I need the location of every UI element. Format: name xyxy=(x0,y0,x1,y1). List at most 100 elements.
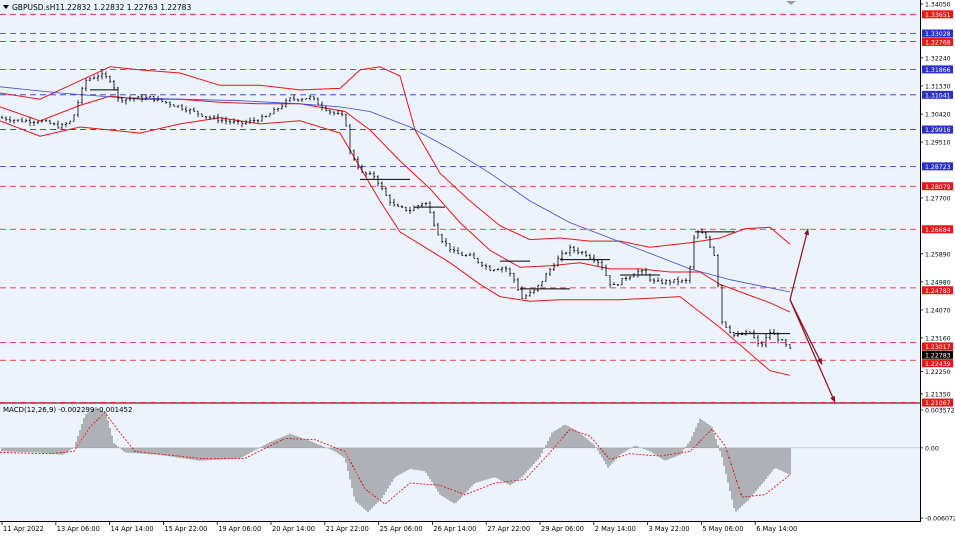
candle-36 xyxy=(144,94,148,101)
price-label-2: 1.33028 xyxy=(922,29,953,38)
scroll-marker-icon xyxy=(786,1,796,5)
candle-87 xyxy=(348,123,352,155)
candle-145 xyxy=(580,250,584,255)
candle-90 xyxy=(360,164,364,174)
candle-197 xyxy=(788,344,792,349)
projection-arrow-2[interactable] xyxy=(789,299,836,403)
candle-61 xyxy=(244,119,248,126)
candle-181 xyxy=(724,321,728,328)
candle-147 xyxy=(588,253,592,259)
svg-text:21 Apr 22:00: 21 Apr 22:00 xyxy=(326,525,369,533)
candle-77 xyxy=(308,95,312,101)
candle-39 xyxy=(156,95,160,101)
candle-58 xyxy=(232,118,236,125)
candle-74 xyxy=(296,98,300,102)
candle-179 xyxy=(716,254,720,288)
svg-text:0.00: 0.00 xyxy=(925,445,939,452)
candle-136 xyxy=(544,272,548,282)
candle-30 xyxy=(120,96,124,103)
price-label-10: 1.29510 xyxy=(920,140,951,147)
time-tick-4: 19 Apr 06:00 xyxy=(216,521,261,533)
candle-160 xyxy=(640,269,644,275)
svg-text:6 May 14:00: 6 May 14:00 xyxy=(756,525,797,533)
candle-171 xyxy=(684,278,688,284)
candle-44 xyxy=(176,105,180,108)
candle-19 xyxy=(76,100,80,118)
candle-109 xyxy=(436,222,440,236)
svg-text:5 May 06:00: 5 May 06:00 xyxy=(702,525,743,533)
candle-53 xyxy=(212,115,216,120)
svg-text:1.33028: 1.33028 xyxy=(925,31,951,38)
candle-134 xyxy=(536,284,540,292)
svg-text:1.22250: 1.22250 xyxy=(925,369,951,376)
candle-114 xyxy=(456,247,460,255)
candle-34 xyxy=(136,95,140,99)
price-label-25: 1.21067 xyxy=(922,398,953,407)
candle-137 xyxy=(548,267,552,277)
candle-195 xyxy=(780,338,784,341)
candle-38 xyxy=(152,96,156,103)
svg-text:19 Apr 06:00: 19 Apr 06:00 xyxy=(218,525,261,533)
candle-98 xyxy=(392,198,396,207)
svg-text:1.32768: 1.32768 xyxy=(925,40,951,47)
candle-81 xyxy=(324,105,328,112)
candle-25 xyxy=(100,70,104,80)
price-label-1: 1.33651 xyxy=(922,10,953,19)
svg-text:1.25890: 1.25890 xyxy=(925,251,951,258)
svg-text:1.24783: 1.24783 xyxy=(925,288,951,295)
projection-arrow-0[interactable] xyxy=(789,228,810,300)
candle-164 xyxy=(656,277,660,282)
svg-text:1.28079: 1.28079 xyxy=(925,184,951,191)
svg-text:1.29510: 1.29510 xyxy=(925,140,951,147)
candle-82 xyxy=(328,109,332,115)
candle-132 xyxy=(528,289,532,297)
price-label-18: 1.24070 xyxy=(920,308,951,315)
candle-71 xyxy=(284,98,288,108)
candle-166 xyxy=(664,279,668,285)
candle-116 xyxy=(464,253,468,257)
macd-axis: 0.003572 0.00 -0.006072 xyxy=(920,408,955,523)
candle-37 xyxy=(148,95,152,98)
price-label-19: 1.23160 xyxy=(920,336,951,343)
candle-146 xyxy=(584,250,588,257)
candle-144 xyxy=(576,247,580,255)
candle-133 xyxy=(532,289,536,295)
candle-57 xyxy=(228,119,232,125)
svg-text:-0.006072: -0.006072 xyxy=(925,516,955,523)
price-label-17: 1.24783 xyxy=(922,286,953,295)
svg-text:1.24980: 1.24980 xyxy=(925,279,951,286)
candle-46 xyxy=(184,106,188,113)
candle-42 xyxy=(168,101,172,108)
time-tick-1: 13 Apr 06:00 xyxy=(55,521,100,533)
candle-192 xyxy=(768,329,772,341)
candle-96 xyxy=(384,186,388,197)
ohlc-values: 1.22832 1.22832 1.22763 1.22783 xyxy=(60,3,191,12)
price-axis: 1.34050 1.33651 1.33028 1.32768 1.32240 1.318… xyxy=(920,2,953,407)
time-tick-10: 29 Apr 06:00 xyxy=(539,521,584,533)
time-tick-5: 20 Apr 14:00 xyxy=(270,521,315,533)
candle-186 xyxy=(744,329,748,336)
candle-8 xyxy=(32,120,36,126)
candle-95 xyxy=(380,181,384,191)
candle-128 xyxy=(512,272,516,283)
price-label-7: 1.31041 xyxy=(922,90,953,99)
time-axis: 11 Apr 2022 13 Apr 06:00 14 Apr 14:00 15 Ap… xyxy=(1,521,797,533)
candle-113 xyxy=(452,246,456,254)
candle-67 xyxy=(268,112,272,117)
candle-112 xyxy=(448,243,452,253)
candle-21 xyxy=(84,78,88,92)
symbol-dropdown-icon[interactable] xyxy=(3,5,9,9)
svg-text:1.31866: 1.31866 xyxy=(925,67,951,74)
candle-167 xyxy=(668,279,672,286)
candle-119 xyxy=(476,257,480,264)
candle-120 xyxy=(480,261,484,268)
price-plot-background[interactable] xyxy=(0,0,920,402)
time-tick-13: 5 May 06:00 xyxy=(701,521,743,533)
candle-156 xyxy=(624,276,628,281)
candle-78 xyxy=(312,96,316,101)
candle-189 xyxy=(756,335,760,347)
svg-text:0.003572: 0.003572 xyxy=(925,408,955,415)
candle-80 xyxy=(320,101,324,111)
